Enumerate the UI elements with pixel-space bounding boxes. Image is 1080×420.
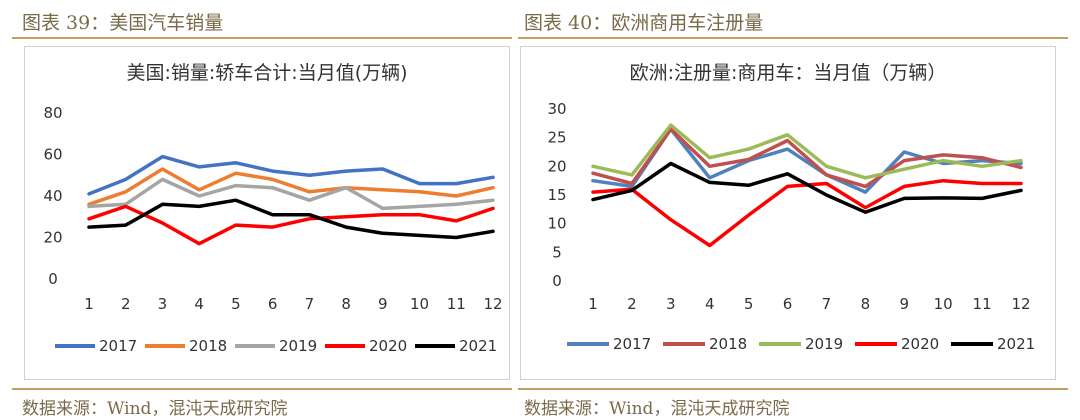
series-line-2019 [87, 177, 495, 211]
x-tick-label: 1 [84, 295, 94, 313]
x-tick-label: 1 [588, 295, 598, 313]
y-tick-label: 0 [552, 272, 562, 290]
x-tick-label: 6 [268, 295, 278, 313]
y-tick-label: 5 [552, 243, 562, 261]
x-tick-label: 4 [705, 295, 715, 313]
series-line-2018 [87, 167, 495, 207]
legend-label-2018: 2018 [709, 335, 747, 353]
left-caption-rule [12, 37, 512, 39]
x-tick-label: 7 [305, 295, 315, 313]
left-chart: 美国:销量:轿车合计:当月值(万辆) 0 20 40 60 80 1 2 3 4 5 6 7 8 9 10 11… [24, 46, 510, 380]
y-tick-label: 20 [547, 157, 566, 175]
series-line-2020 [87, 204, 495, 246]
chart-title: 欧洲:注册量:商用车：当月值（万辆） [630, 62, 947, 84]
x-tick-label: 8 [341, 295, 351, 313]
y-tick-label: 0 [48, 270, 58, 288]
x-tick-label: 12 [1011, 295, 1030, 313]
x-tick-label: 10 [934, 295, 953, 313]
x-tick-label: 7 [822, 295, 832, 313]
legend-label-2019: 2019 [279, 337, 317, 355]
x-tick-label: 5 [744, 295, 754, 313]
y-tick-label: 30 [547, 100, 566, 118]
x-tick-label: 8 [861, 295, 871, 313]
y-tick-label: 40 [43, 187, 62, 205]
legend-label-2018: 2018 [189, 337, 227, 355]
legend-label-2021: 2021 [997, 335, 1035, 353]
x-tick-label: 9 [378, 295, 388, 313]
x-tick-label: 5 [231, 295, 241, 313]
y-tick-label: 10 [547, 215, 566, 233]
left-panel-caption: 图表 39：美国汽车销量 [22, 12, 224, 34]
y-tick-label: 25 [547, 129, 566, 147]
x-tick-label: 11 [447, 295, 466, 313]
x-tick-label: 2 [121, 295, 131, 313]
x-tick-label: 9 [899, 295, 909, 313]
y-tick-label: 15 [547, 186, 566, 204]
legend-label-2021: 2021 [459, 337, 497, 355]
y-tick-label: 20 [43, 229, 62, 247]
x-tick-label: 4 [194, 295, 204, 313]
x-tick-label: 3 [158, 295, 168, 313]
right-source-rule [518, 388, 1068, 390]
series-line-2018 [591, 127, 1023, 189]
x-tick-label: 12 [483, 295, 502, 313]
right-panel-source: 数据来源：Wind，混沌天成研究院 [524, 399, 790, 419]
right-panel-caption: 图表 40：欧洲商用车注册量 [524, 12, 764, 34]
y-tick-label: 60 [43, 146, 62, 164]
legend-label-2019: 2019 [805, 335, 843, 353]
x-tick-label: 6 [783, 295, 793, 313]
x-tick-label: 3 [666, 295, 676, 313]
chart-title: 美国:销量:轿车合计:当月值(万辆) [126, 62, 407, 84]
series-line-2017 [87, 154, 495, 196]
right-chart: 欧洲:注册量:商用车：当月值（万辆） 0 5 10 15 20 25 30 1 2 3 4 5 6 7 8 9 1… [520, 46, 1056, 380]
y-tick-label: 80 [43, 104, 62, 122]
x-tick-label: 11 [973, 295, 992, 313]
legend-label-2020: 2020 [901, 335, 939, 353]
x-tick-label: 2 [627, 295, 637, 313]
series-line-2021 [591, 161, 1023, 214]
series-line-2020 [591, 178, 1023, 248]
series-line-2021 [87, 198, 495, 240]
left-panel-source: 数据来源：Wind，混沌天成研究院 [22, 399, 288, 419]
legend-label-2017: 2017 [99, 337, 137, 355]
legend-label-2017: 2017 [613, 335, 651, 353]
series-line-2019 [591, 123, 1023, 180]
left-source-rule [12, 388, 512, 390]
right-caption-rule [518, 37, 1068, 39]
legend-label-2020: 2020 [369, 337, 407, 355]
x-tick-label: 10 [410, 295, 429, 313]
